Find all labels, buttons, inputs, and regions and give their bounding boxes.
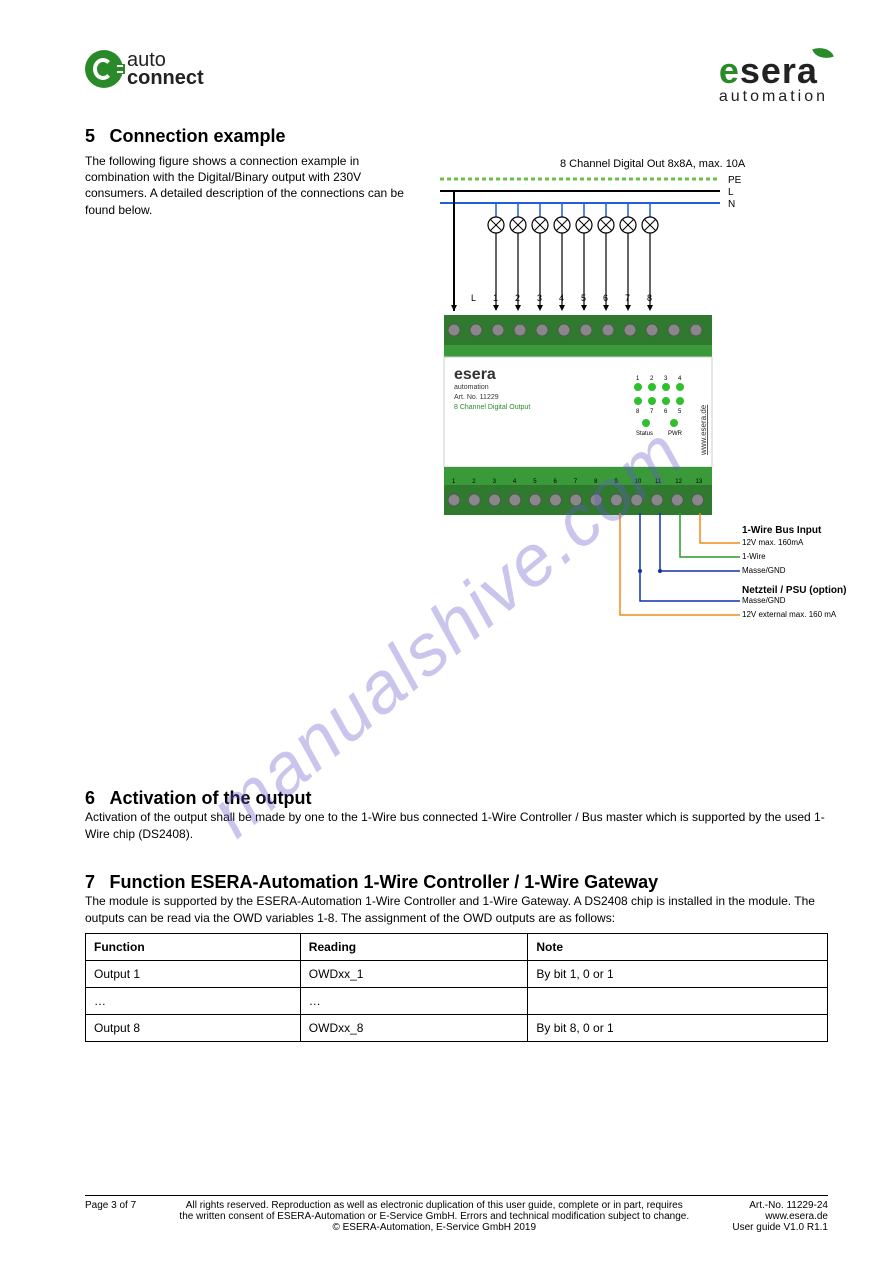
footer-right: Art.-No. 11229-24 www.esera.de User guid… — [732, 1200, 828, 1233]
brand-rest: sera — [740, 50, 818, 91]
svg-text:5: 5 — [581, 293, 586, 303]
col-reading: Reading — [300, 933, 528, 960]
col-note: Note — [528, 933, 828, 960]
footer-left: Page 3 of 7 — [85, 1200, 136, 1233]
section-7-title: Function ESERA-Automation 1-Wire Control… — [109, 872, 658, 892]
module-desc: 8 Channel Digital Output — [454, 404, 530, 411]
svg-text:Status: Status — [636, 431, 653, 437]
diagram-svg: 8 Channel Digital Out 8x8A, max. 10A PE … — [430, 155, 850, 675]
bus-1wire: 1-Wire — [742, 552, 766, 561]
logo-autoconnect: auto connect — [85, 50, 204, 88]
logo-esera: esera automation — [719, 50, 828, 106]
bus-12v: 12V max. 160mA — [742, 538, 804, 547]
section-5-para: The following figure shows a connection … — [85, 153, 405, 218]
autoconnect-icon — [85, 50, 123, 88]
svg-text:11: 11 — [655, 479, 662, 485]
section-7-para: The module is supported by the ESERA-Aut… — [85, 893, 828, 927]
diagram-title: 8 Channel Digital Out 8x8A, max. 10A — [560, 158, 746, 170]
pe-label: PE — [728, 175, 742, 186]
brand-e: e — [719, 50, 740, 91]
table-row: Output 8OWDxx_8By bit 8, 0 or 1 — [86, 1014, 828, 1041]
section-7-num: 7 — [85, 872, 95, 892]
psu-12v: 12V external max. 160 mA — [742, 610, 837, 619]
section-5-title: Connection example — [109, 126, 285, 146]
svg-text:3: 3 — [537, 293, 542, 303]
svg-text:8: 8 — [647, 293, 652, 303]
svg-text:10: 10 — [635, 479, 642, 485]
channel-labels: L 1 2 3 4 5 6 7 8 — [471, 293, 652, 303]
logo-left-bottom: connect — [127, 69, 204, 87]
svg-text:12: 12 — [675, 479, 682, 485]
bus-wires — [620, 513, 740, 615]
page-header: auto connect esera automation — [85, 50, 828, 106]
module-sub: automation — [454, 384, 489, 391]
bus-gnd: Masse/GND — [742, 566, 786, 575]
page-footer: Page 3 of 7 All rights reserved. Reprodu… — [85, 1195, 828, 1233]
svg-text:PWR: PWR — [668, 431, 683, 437]
bus-title: 1-Wire Bus Input — [742, 525, 822, 536]
table-row: Output 1OWDxx_1By bit 1, 0 or 1 — [86, 960, 828, 987]
svg-text:1: 1 — [493, 293, 498, 303]
col-function: Function — [86, 933, 301, 960]
module-url: www.esera.de — [699, 404, 708, 456]
module-brand: esera — [454, 366, 496, 383]
section-6-title: Activation of the output — [109, 788, 311, 808]
section-7: 7 Function ESERA-Automation 1-Wire Contr… — [85, 872, 828, 1042]
svg-text:6: 6 — [603, 293, 608, 303]
n-label: N — [728, 199, 735, 210]
wiring-diagram: 8 Channel Digital Out 8x8A, max. 10A PE … — [430, 155, 850, 675]
section-6-para: Activation of the output shall be made b… — [85, 809, 828, 843]
section-5-num: 5 — [85, 126, 95, 146]
l-label: L — [728, 187, 734, 198]
function-table: Function Reading Note Output 1OWDxx_1By … — [85, 933, 828, 1042]
table-row: …… — [86, 987, 828, 1014]
psu-title: Netzteil / PSU (option) — [742, 585, 846, 596]
module-art: Art. No. 11229 — [454, 394, 499, 401]
svg-text:7: 7 — [625, 293, 630, 303]
footer-mid: All rights reserved. Reproduction as wel… — [136, 1200, 732, 1233]
svg-text:2: 2 — [515, 293, 520, 303]
svg-text:L: L — [471, 293, 476, 303]
psu-gnd: Masse/GND — [742, 596, 786, 605]
svg-text:13: 13 — [696, 479, 703, 485]
section-6-num: 6 — [85, 788, 95, 808]
svg-text:4: 4 — [559, 293, 564, 303]
section-6: 6 Activation of the output Activation of… — [85, 788, 828, 843]
